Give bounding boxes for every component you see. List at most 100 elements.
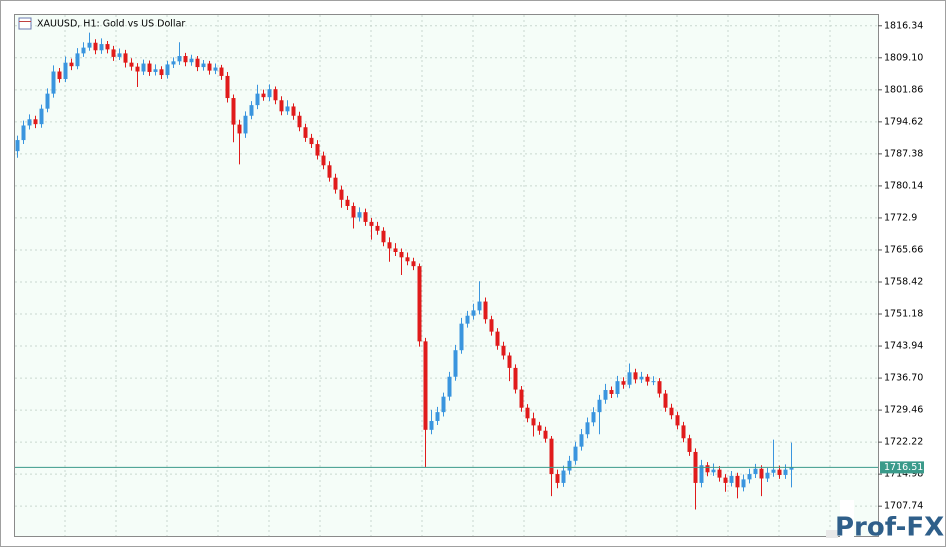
candle-body [429, 420, 434, 430]
candle-body [225, 75, 230, 99]
candle-body [357, 212, 362, 218]
candle-body [591, 412, 596, 423]
candle-body [249, 105, 254, 116]
candle-body [417, 266, 422, 342]
current-price-badge [880, 461, 924, 474]
candle-body [723, 477, 728, 483]
candle-body [141, 63, 146, 72]
chart-title: XAUUSD, H1: Gold vs US Dollar [37, 19, 185, 30]
series-layer [15, 32, 794, 510]
candle-body [105, 44, 110, 50]
candle-body [621, 381, 626, 385]
chart-icon [18, 17, 32, 30]
y-tick-label: 1758.42 [884, 276, 923, 287]
candle-body [435, 412, 440, 421]
candle-body [477, 301, 482, 311]
candle-body [615, 381, 620, 394]
candle-body [525, 407, 530, 419]
candle-body [537, 425, 542, 431]
candle-body [699, 465, 704, 483]
candle-body [777, 469, 782, 475]
candle-body [387, 242, 392, 249]
candle-body [639, 376, 644, 380]
candle-body [687, 438, 692, 452]
candle-body [27, 119, 32, 126]
candle-body [159, 69, 164, 76]
y-tick-label: 1714.98 [884, 469, 923, 480]
candle-body [339, 189, 344, 200]
candle-body [267, 89, 272, 98]
candle-body [93, 42, 98, 51]
candle-body [165, 64, 170, 76]
candle-body [81, 47, 86, 54]
candle-body [177, 56, 182, 62]
candle-body [507, 355, 512, 368]
candle-body [555, 474, 560, 483]
candle-body [195, 58, 200, 68]
candle-body [111, 49, 116, 57]
candle-body [513, 367, 518, 390]
candle-body [627, 372, 632, 385]
candle-body [483, 301, 488, 320]
candle-body [549, 438, 554, 475]
y-tick-label: 1707.74 [884, 501, 923, 512]
candle-body [189, 58, 194, 63]
candle-body [207, 63, 212, 71]
candle-body [75, 53, 80, 67]
candle-body [579, 434, 584, 447]
candle-body [657, 381, 662, 394]
candle-body [219, 67, 224, 76]
candle-body [735, 475, 740, 488]
candle-body [603, 390, 608, 400]
y-tick-label: 1722.22 [884, 437, 923, 448]
candle-body [381, 230, 386, 243]
candle-body [405, 257, 410, 262]
candle-body [261, 93, 266, 98]
candle-body [711, 469, 716, 473]
candle-body [315, 144, 320, 156]
y-tick-label: 1801.86 [884, 84, 923, 95]
candle-body [399, 251, 404, 258]
candle-body [495, 331, 500, 346]
candle-body [291, 106, 296, 116]
candle-body [297, 115, 302, 128]
candle-body [303, 127, 308, 138]
candle-body [279, 100, 284, 112]
y-tick-label: 1780.14 [884, 180, 923, 191]
candle-body [465, 315, 470, 324]
candle-body [123, 53, 128, 63]
candle-body [609, 390, 614, 394]
y-tick-label: 1751.18 [884, 309, 923, 320]
candle-body [765, 472, 770, 479]
candle-body [345, 199, 350, 206]
candle-body [729, 475, 734, 483]
candle-body [561, 470, 566, 483]
candle-body [543, 430, 548, 439]
candle-body [69, 62, 74, 67]
candle-body [783, 469, 788, 475]
watermark-bar [840, 500, 854, 540]
candle-body [447, 376, 452, 397]
candle-body [273, 89, 278, 101]
candle-body [519, 389, 524, 408]
watermark-bar [826, 530, 838, 538]
candle-body [789, 467, 794, 470]
candle-body [681, 425, 686, 439]
candle-body [393, 248, 398, 252]
y-tick-label: 1743.94 [884, 341, 923, 352]
candle-body [489, 319, 494, 332]
candle-body [327, 165, 332, 178]
candle-body [753, 468, 758, 475]
candle-body [153, 69, 158, 72]
candle-body [747, 474, 752, 480]
candle-body [183, 56, 188, 63]
candle-body [87, 42, 92, 48]
candle-body [411, 261, 416, 267]
plot-area [14, 14, 879, 537]
candle-body [309, 137, 314, 145]
candle-body [363, 212, 368, 222]
candle-body [213, 67, 218, 71]
candle-body [255, 93, 260, 106]
candle-body [759, 468, 764, 479]
y-tick-label: 1809.10 [884, 52, 923, 63]
